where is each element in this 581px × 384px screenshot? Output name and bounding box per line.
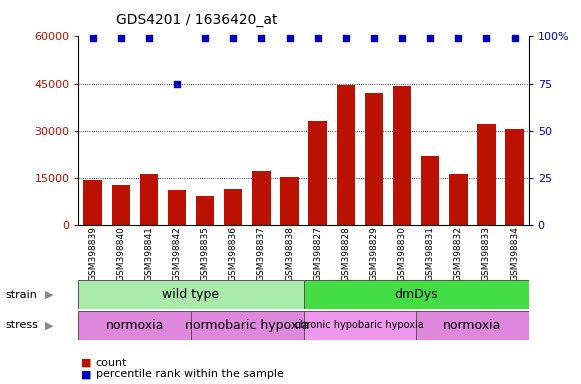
Point [228,35,238,41]
Bar [196,196,214,225]
Text: stress: stress [6,320,39,331]
Point [510,35,519,41]
Bar [421,156,439,225]
Text: normoxia: normoxia [443,319,501,332]
Bar [478,124,496,225]
Bar [365,93,383,225]
Point [88,35,97,41]
Point [173,81,182,87]
Point [482,35,491,41]
Bar [505,129,524,225]
Bar [78,311,191,340]
Bar [83,180,102,225]
Bar [303,311,416,340]
Text: normoxia: normoxia [106,319,164,332]
Text: normobaric hypoxia: normobaric hypoxia [185,319,310,332]
Bar [112,185,130,225]
Text: percentile rank within the sample: percentile rank within the sample [96,369,284,379]
Bar [224,189,242,225]
Bar [252,171,271,225]
Bar [449,174,468,225]
Point [200,35,210,41]
Text: ■: ■ [81,369,92,379]
Bar [78,280,303,309]
Bar [139,174,158,225]
Point [425,35,435,41]
Text: ▶: ▶ [45,320,53,331]
Text: chronic hypobaric hypoxia: chronic hypobaric hypoxia [296,320,424,331]
Bar [191,311,304,340]
Bar [416,311,529,340]
Bar [309,121,327,225]
Point [257,35,266,41]
Bar [303,280,529,309]
Point [285,35,294,41]
Text: GDS4201 / 1636420_at: GDS4201 / 1636420_at [116,13,278,27]
Bar [168,190,186,225]
Text: strain: strain [6,290,38,300]
Point [397,35,407,41]
Point [341,35,350,41]
Point [116,35,125,41]
Text: wild type: wild type [163,288,220,301]
Text: count: count [96,358,127,368]
Text: ▶: ▶ [45,290,53,300]
Bar [336,85,355,225]
Point [313,35,322,41]
Point [144,35,153,41]
Bar [281,177,299,225]
Bar [393,86,411,225]
Text: dmDys: dmDys [394,288,438,301]
Point [370,35,379,41]
Point [454,35,463,41]
Text: ■: ■ [81,358,92,368]
